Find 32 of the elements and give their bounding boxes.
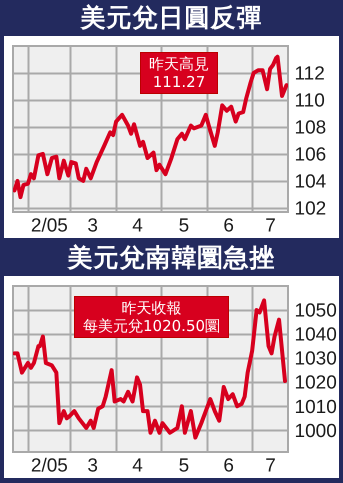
x-tick-label: 2/05 (30, 456, 68, 476)
annotation: 昨天收報 (120, 299, 183, 317)
y-tick-label: 1010 (294, 396, 337, 418)
x-tick-label: 7 (265, 216, 276, 236)
line-series (13, 54, 288, 200)
y-tick-label: 108 (294, 117, 326, 138)
y-tick-label: 1020 (294, 372, 337, 394)
line-series (13, 298, 288, 440)
y-tick-label: 1040 (294, 324, 337, 346)
y-tick-label: 1000 (294, 420, 337, 442)
x-tick-label: 2/05 (30, 216, 68, 236)
y-tick-label: 104 (294, 171, 327, 192)
y-tick-label: 1050 (294, 300, 337, 322)
y-tick-label: 1030 (294, 348, 337, 370)
x-tick-label: 6 (223, 456, 234, 476)
x-tick-label: 3 (87, 456, 98, 476)
chart-title: 美元兌南韓圜急挫 (66, 242, 276, 274)
y-tick-label: 106 (294, 144, 326, 166)
chart-title: 美元兌日圓反彈 (79, 2, 264, 34)
annotation: 111.27 (152, 73, 206, 91)
x-tick-label: 6 (223, 216, 234, 236)
x-tick-label: 3 (87, 216, 98, 236)
x-tick-label: 4 (132, 456, 144, 476)
annotation: 每美元兌1020.50圜 (83, 317, 220, 335)
y-tick-label: 110 (294, 90, 325, 112)
x-tick-label: 4 (132, 216, 144, 236)
x-tick-label: 7 (265, 456, 276, 476)
x-tick-label: 5 (178, 216, 190, 236)
y-tick-label: 112 (294, 63, 325, 84)
y-tick-label: 102 (294, 198, 326, 220)
annotation: 昨天高見 (149, 55, 209, 73)
x-tick-label: 5 (178, 456, 190, 476)
